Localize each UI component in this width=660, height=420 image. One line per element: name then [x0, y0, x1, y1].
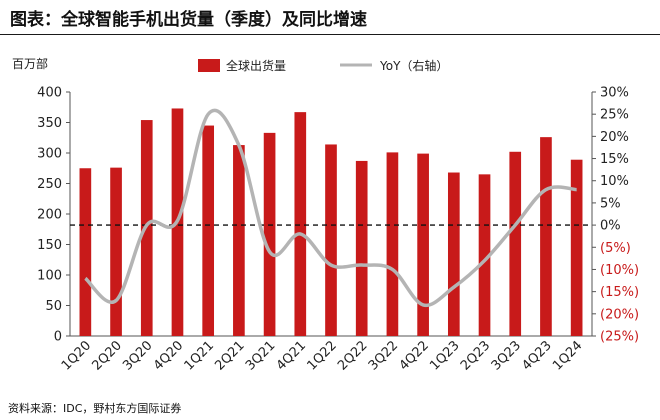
y-tick-label-right: 30% [600, 86, 629, 101]
y-tick-label-right: 20% [600, 130, 629, 145]
bar-3Q23 [509, 151, 522, 336]
x-tick-label: 2Q22 [335, 338, 370, 373]
bar-1Q24 [570, 159, 583, 336]
y-tick-label-left: 350 [37, 116, 62, 131]
y-tick-label-right: (5%) [600, 241, 631, 256]
y-tick-label-right: (20%) [600, 307, 639, 322]
bar-4Q22 [417, 153, 429, 336]
y-tick-label-right: 5% [600, 196, 621, 211]
x-tick-label: 4Q22 [397, 338, 432, 373]
x-tick-label: 2Q21 [212, 338, 247, 373]
bar-3Q21 [263, 132, 276, 336]
y-tick-label-left: 250 [37, 177, 62, 192]
x-tick-label: 1Q24 [550, 338, 585, 373]
y-unit-label: 百万部 [12, 56, 48, 71]
yoy-line [84, 108, 577, 308]
y-tick-label-right: (10%) [600, 263, 639, 278]
legend-swatch-bar [198, 59, 220, 72]
bar-1Q20 [79, 168, 92, 336]
chart-title: 图表：全球智能手机出货量（季度）及同比增速 [10, 10, 367, 30]
title-bar: 图表：全球智能手机出货量（季度）及同比增速 [0, 0, 660, 35]
bar-1Q21 [202, 125, 215, 336]
y-tick-label-left: 100 [37, 269, 62, 284]
bar-1Q22 [325, 144, 337, 336]
x-tick-label: 2Q23 [458, 338, 493, 373]
y-tick-label-left: 300 [37, 147, 62, 162]
bar-3Q22 [386, 152, 399, 336]
x-tick-label: 3Q22 [366, 338, 401, 373]
bar-2Q22 [355, 160, 368, 336]
bar-4Q23 [540, 137, 552, 336]
x-tick-label: 1Q21 [182, 338, 217, 373]
x-tick-label: 4Q23 [519, 338, 554, 373]
x-tick-label: 3Q21 [243, 338, 278, 373]
y-tick-label-right: 15% [600, 152, 629, 167]
x-tick-label: 1Q20 [59, 338, 94, 373]
y-tick-label-right: 0% [600, 219, 621, 234]
y-tick-label-right: (25%) [600, 330, 639, 345]
bar-1Q23 [447, 172, 460, 336]
y-tick-label-left: 50 [45, 299, 62, 314]
x-tick-label: 4Q20 [151, 338, 186, 373]
y-tick-label-left: 200 [37, 208, 62, 223]
y-tick-label-left: 0 [54, 330, 62, 345]
y-tick-label-right: (15%) [600, 285, 639, 300]
bar-4Q21 [294, 112, 307, 336]
legend-label-bar: 全球出货量 [226, 58, 286, 73]
bar-2Q20 [110, 167, 122, 336]
y-tick-label-right: 25% [600, 108, 629, 123]
x-tick-label: 1Q23 [427, 338, 462, 373]
y-tick-label-left: 150 [37, 238, 62, 253]
bar-2Q23 [478, 174, 491, 336]
y-tick-label-left: 400 [37, 86, 62, 101]
x-tick-label: 2Q20 [89, 338, 124, 373]
x-tick-label: 3Q23 [489, 338, 524, 373]
bar-2Q21 [233, 145, 245, 336]
x-tick-label: 4Q21 [274, 338, 309, 373]
legend-label-line: YoY（右轴） [379, 58, 448, 73]
x-tick-label: 1Q22 [304, 338, 339, 373]
y-tick-label-right: 10% [600, 174, 629, 189]
x-tick-label: 3Q20 [120, 338, 155, 373]
source-note: 资料来源：IDC，野村东方国际证券 [8, 402, 182, 415]
